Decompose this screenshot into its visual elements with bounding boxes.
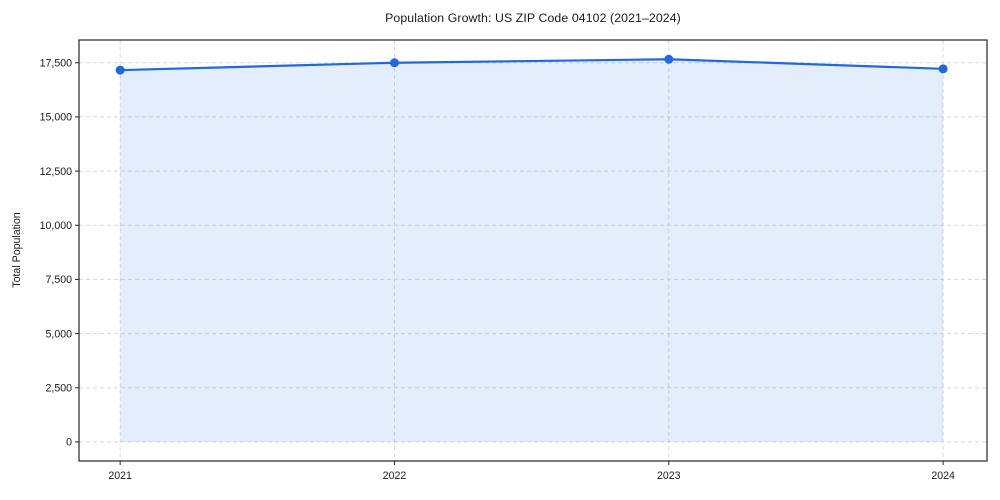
area-fill xyxy=(120,59,944,442)
y-tick-label: 2,500 xyxy=(45,382,72,394)
x-tick-label: 2024 xyxy=(931,470,955,482)
series-line xyxy=(119,58,945,72)
data-point-marker xyxy=(389,58,399,68)
y-tick-label: 17,500 xyxy=(40,57,73,69)
data-point-marker xyxy=(115,65,125,75)
x-tick-label: 2022 xyxy=(383,470,407,482)
y-tick-label: 5,000 xyxy=(45,328,72,340)
chart-title: Population Growth: US ZIP Code 04102 (20… xyxy=(385,11,681,25)
y-tick-label: 7,500 xyxy=(45,274,72,286)
data-point-marker xyxy=(664,54,674,64)
x-tick-label: 2021 xyxy=(108,470,132,482)
x-tick-label: 2023 xyxy=(657,470,681,482)
y-tick-label: 15,000 xyxy=(40,112,73,124)
y-axis-label: Total Population xyxy=(11,212,23,288)
y-tick-label: 10,000 xyxy=(40,220,73,232)
y-tick-label: 0 xyxy=(66,437,72,449)
data-point-marker xyxy=(938,64,948,74)
plot-border xyxy=(78,39,988,462)
y-tick-label: 12,500 xyxy=(40,166,73,178)
